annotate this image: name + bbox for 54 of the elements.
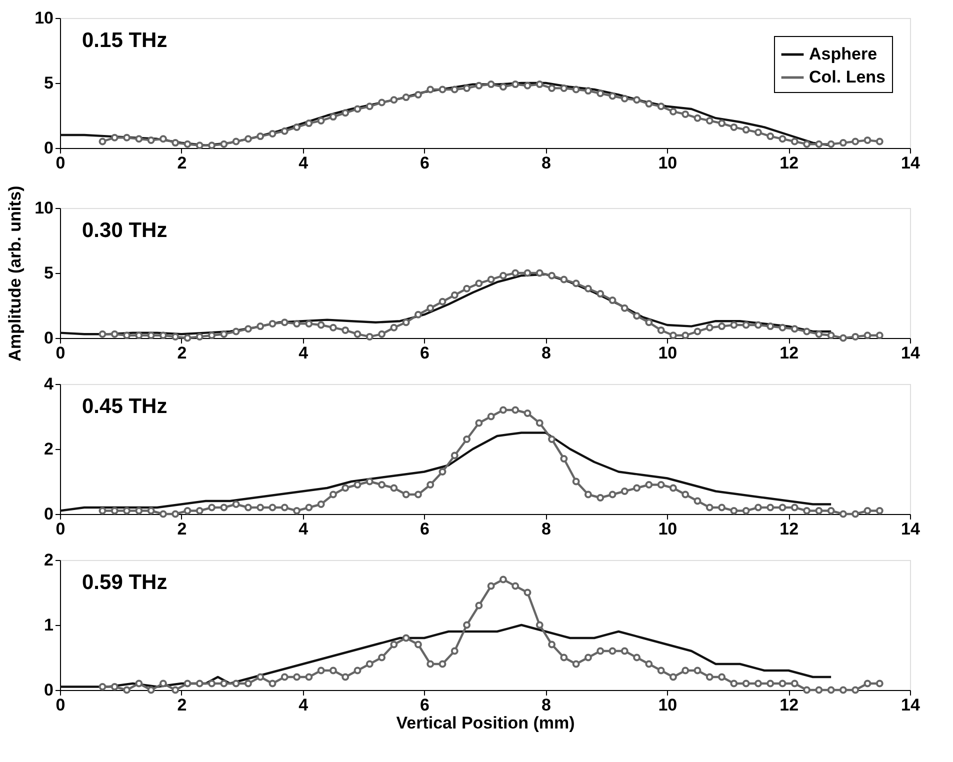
y-tick-label: 10 [34,8,54,28]
x-tick-label: 12 [780,696,799,714]
y-tick-label: 4 [44,374,54,394]
x-tick-label: 8 [541,344,551,362]
x-tick-label: 14 [901,344,920,362]
x-tick-label: 8 [541,154,551,172]
y-tick-label: 10 [34,198,54,218]
y-tick-label: 2 [44,550,54,570]
y-tick-label: 0 [44,504,54,524]
y-tick-label: 0 [44,328,54,348]
x-tick-label: 12 [780,154,799,172]
legend-label: Col. Lens [809,68,886,86]
x-tick-label: 14 [901,696,920,714]
x-tick-label: 14 [901,520,920,538]
x-tick-label: 4 [298,696,309,714]
x-tick-label: 6 [420,154,430,172]
annotation: 0.45 THz [82,395,168,418]
line-series [58,432,832,512]
x-tick-label: 12 [780,344,799,362]
y-tick-label: 5 [44,74,54,92]
x-tick-label: 0 [56,154,66,172]
x-tick-label: 10 [658,154,678,172]
x-tick-label: 4 [298,520,309,538]
annotation: 0.30 THz [82,219,168,242]
annotation: 0.15 THz [82,29,168,52]
x-tick-label: 6 [420,696,430,714]
x-tick-label: 2 [177,344,187,362]
x-tick-label: 0 [56,344,66,362]
line-series [58,624,832,688]
y-tick-label: 0 [44,680,54,700]
x-tick-label: 10 [658,520,678,538]
annotation: 0.59 THz [82,571,168,594]
x-tick-label: 10 [658,344,678,362]
x-tick-label: 0 [56,520,66,538]
x-tick-label: 2 [177,696,187,714]
x-tick-label: 8 [541,696,551,714]
x-tick-label: 4 [298,154,309,172]
legend-label: Asphere [809,44,878,64]
y-tick-label: 0 [44,138,54,158]
x-tick-label: 14 [901,154,920,172]
y-tick-label: 2 [44,440,54,458]
x-tick-label: 4 [298,344,309,362]
y-tick-label: 5 [44,264,54,282]
x-tick-label: 0 [56,696,66,714]
x-tick-label: 12 [780,520,799,538]
x-tick-label: 8 [541,520,551,538]
x-tick-label: 10 [658,696,678,714]
y-axis-title: Amplitude (arb. units) [6,186,25,362]
x-tick-label: 2 [177,520,187,538]
x-tick-label: 6 [420,344,430,362]
x-tick-label: 2 [177,154,187,172]
x-tick-label: 6 [420,520,430,538]
x-axis-title: Vertical Position (mm) [396,714,575,732]
y-tick-label: 1 [44,616,54,634]
